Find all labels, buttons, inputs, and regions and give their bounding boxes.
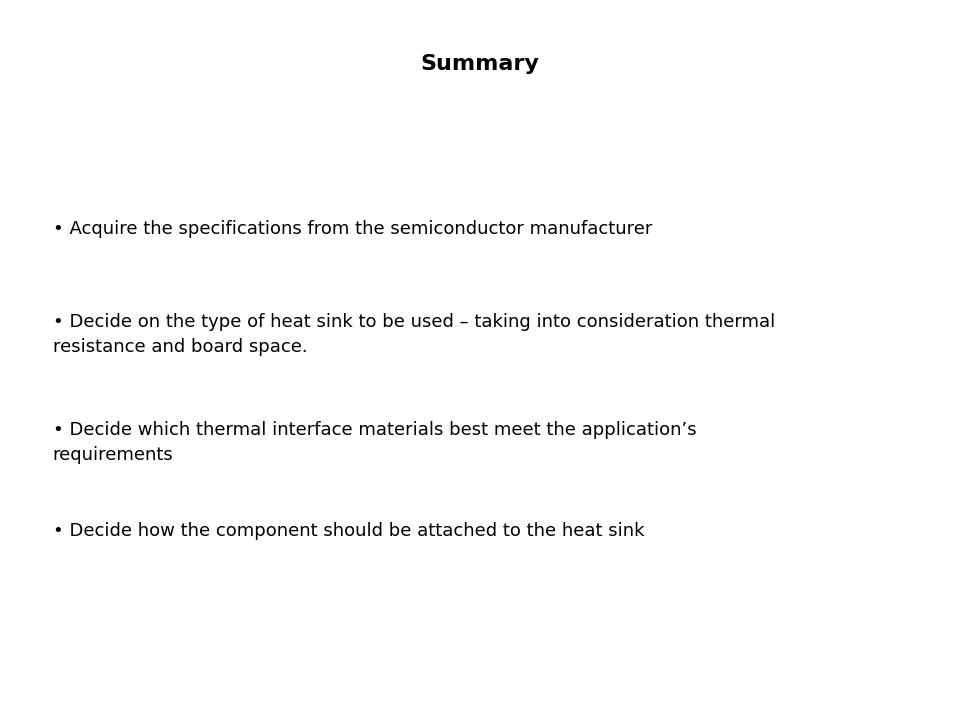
Text: Summary: Summary [420,54,540,74]
Text: • Decide which thermal interface materials best meet the application’s
requireme: • Decide which thermal interface materia… [53,421,696,464]
Text: • Decide on the type of heat sink to be used – taking into consideration thermal: • Decide on the type of heat sink to be … [53,313,775,356]
Text: • Decide how the component should be attached to the heat sink: • Decide how the component should be att… [53,522,644,540]
Text: • Acquire the specifications from the semiconductor manufacturer: • Acquire the specifications from the se… [53,220,652,238]
